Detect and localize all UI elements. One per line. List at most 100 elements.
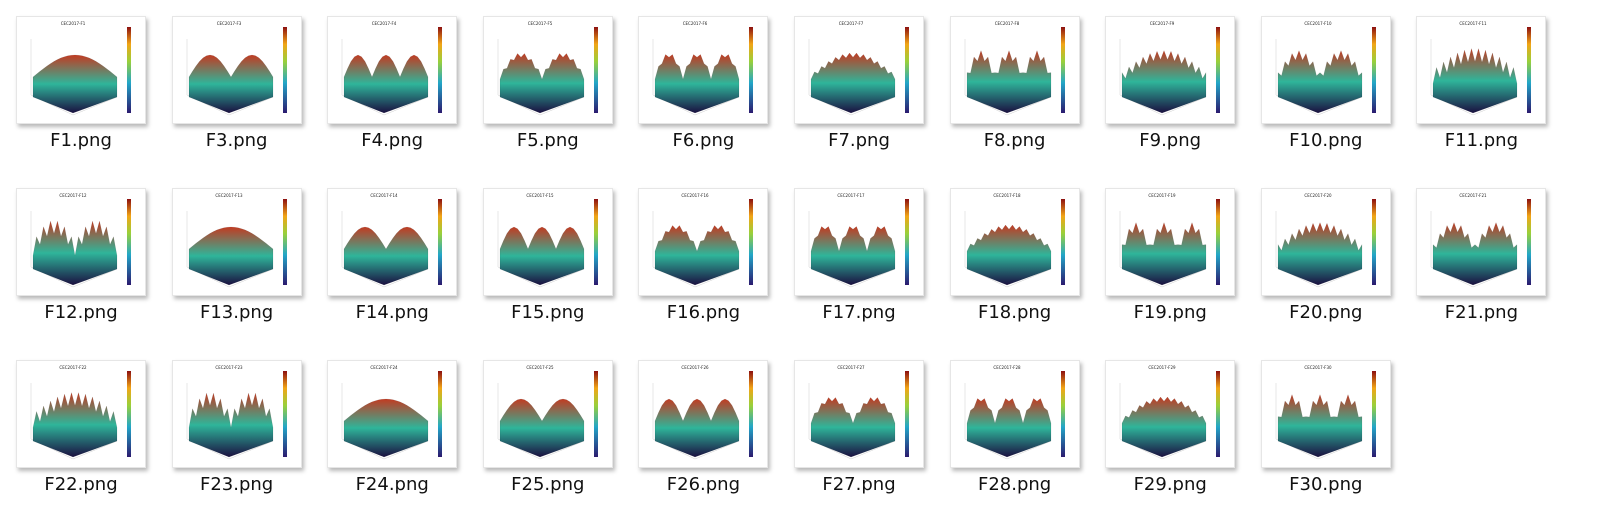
image-thumbnail[interactable]: CEC2017-F7 bbox=[794, 16, 924, 124]
image-thumbnail[interactable]: CEC2017-F9 bbox=[1105, 16, 1236, 124]
image-thumbnail[interactable]: CEC2017-F21 bbox=[1416, 188, 1547, 296]
image-thumbnail[interactable]: CEC2017-F15 bbox=[482, 188, 613, 296]
file-item[interactable]: CEC2017-F26 F26.png bbox=[624, 346, 774, 511]
image-file-icon: CEC2017-F4 bbox=[341, 21, 443, 116]
file-item[interactable]: CEC2017-F10 F10.png bbox=[1247, 2, 1397, 167]
image-file-icon: CEC2017-F9 bbox=[1119, 21, 1221, 116]
file-item[interactable]: CEC2017-F21 F21.png bbox=[1402, 174, 1552, 339]
file-item[interactable]: CEC2017-F1 F1.png bbox=[2, 2, 152, 167]
image-thumbnail[interactable]: CEC2017-F28 bbox=[949, 360, 1080, 468]
thumbnail-title: CEC2017-F25 bbox=[526, 365, 554, 370]
file-item[interactable]: CEC2017-F14 F14.png bbox=[313, 174, 463, 339]
surface-plot bbox=[966, 50, 1051, 114]
image-thumbnail[interactable]: CEC2017-F17 bbox=[794, 188, 924, 296]
file-item[interactable]: CEC2017-F19 F19.png bbox=[1091, 174, 1241, 339]
image-thumbnail[interactable]: CEC2017-F19 bbox=[1105, 188, 1236, 296]
image-file-icon: CEC2017-F11 bbox=[1431, 21, 1532, 116]
image-thumbnail[interactable]: CEC2017-F8 bbox=[949, 16, 1080, 124]
image-thumbnail[interactable]: CEC2017-F24 bbox=[327, 360, 458, 468]
image-thumbnail[interactable]: CEC2017-F14 bbox=[327, 188, 458, 296]
file-name: F24.png bbox=[355, 474, 429, 495]
surface-plot bbox=[344, 226, 429, 286]
image-thumbnail[interactable]: CEC2017-F4 bbox=[327, 16, 458, 124]
image-file-icon: CEC2017-F10 bbox=[1275, 21, 1376, 116]
file-item[interactable]: CEC2017-F25 F25.png bbox=[469, 346, 619, 511]
thumbnail-title: CEC2017-F7 bbox=[839, 21, 864, 26]
image-file-icon: CEC2017-F27 bbox=[808, 365, 909, 460]
image-thumbnail[interactable]: CEC2017-F29 bbox=[1105, 360, 1236, 468]
colorbar bbox=[593, 199, 598, 285]
image-thumbnail[interactable]: CEC2017-F26 bbox=[638, 360, 769, 468]
image-file-icon: CEC2017-F17 bbox=[808, 193, 909, 288]
image-thumbnail[interactable]: CEC2017-F18 bbox=[949, 188, 1080, 296]
colorbar bbox=[1216, 371, 1221, 457]
colorbar bbox=[593, 27, 598, 113]
image-thumbnail[interactable]: CEC2017-F1 bbox=[16, 16, 146, 124]
file-item[interactable]: CEC2017-F16 F16.png bbox=[624, 174, 774, 339]
file-item[interactable]: CEC2017-F18 F18.png bbox=[936, 174, 1086, 339]
file-item[interactable]: CEC2017-F17 F17.png bbox=[780, 174, 930, 339]
file-item[interactable]: CEC2017-F4 F4.png bbox=[313, 2, 463, 167]
image-thumbnail[interactable]: CEC2017-F6 bbox=[638, 16, 769, 124]
thumbnail-title: CEC2017-F30 bbox=[1304, 365, 1332, 370]
file-item[interactable]: CEC2017-F24 F24.png bbox=[313, 346, 463, 511]
file-name: F19.png bbox=[1133, 302, 1207, 323]
file-name: F5.png bbox=[516, 130, 579, 151]
surface-plot bbox=[188, 393, 273, 458]
surface-plot bbox=[32, 221, 118, 286]
thumbnail-title: CEC2017-F6 bbox=[683, 21, 708, 26]
image-thumbnail[interactable]: CEC2017-F16 bbox=[638, 188, 769, 296]
image-thumbnail[interactable]: CEC2017-F3 bbox=[171, 16, 302, 124]
colorbar bbox=[282, 199, 287, 285]
file-item[interactable]: CEC2017-F5 F5.png bbox=[469, 2, 619, 167]
file-item[interactable]: CEC2017-F8 F8.png bbox=[936, 2, 1086, 167]
image-thumbnail[interactable]: CEC2017-F11 bbox=[1416, 16, 1547, 124]
colorbar bbox=[749, 371, 754, 457]
surface-plot bbox=[1433, 222, 1518, 286]
colorbar bbox=[438, 371, 443, 457]
file-item[interactable]: CEC2017-F3 F3.png bbox=[158, 2, 308, 167]
surface-plot bbox=[1122, 222, 1207, 286]
thumbnail-title: CEC2017-F3 bbox=[216, 21, 241, 26]
thumbnail-title: CEC2017-F13 bbox=[215, 193, 243, 198]
file-name: F26.png bbox=[666, 474, 741, 495]
file-item[interactable]: CEC2017-F28 F28.png bbox=[936, 346, 1086, 511]
image-thumbnail[interactable]: CEC2017-F30 bbox=[1260, 360, 1391, 468]
file-name: F25.png bbox=[511, 474, 585, 495]
file-item[interactable]: CEC2017-F30 F30.png bbox=[1247, 346, 1397, 511]
image-thumbnail[interactable]: CEC2017-F25 bbox=[482, 360, 613, 468]
file-item[interactable]: CEC2017-F20 F20.png bbox=[1247, 174, 1397, 339]
thumbnail-title: CEC2017-F29 bbox=[1149, 365, 1177, 370]
file-item[interactable]: CEC2017-F22 F22.png bbox=[2, 346, 152, 511]
surface-plot bbox=[966, 224, 1051, 286]
file-item[interactable]: CEC2017-F29 F29.png bbox=[1091, 346, 1241, 511]
colorbar bbox=[1060, 371, 1065, 457]
file-item[interactable]: CEC2017-F9 F9.png bbox=[1091, 2, 1241, 167]
surface-plot bbox=[1433, 48, 1518, 114]
file-item[interactable]: CEC2017-F11 F11.png bbox=[1402, 2, 1552, 167]
image-thumbnail[interactable]: CEC2017-F20 bbox=[1260, 188, 1391, 296]
file-item[interactable]: CEC2017-F6 F6.png bbox=[624, 2, 774, 167]
file-item[interactable]: CEC2017-F12 F12.png bbox=[2, 174, 152, 339]
file-name: F17.png bbox=[822, 302, 896, 323]
file-item[interactable]: CEC2017-F15 F15.png bbox=[469, 174, 619, 339]
file-item[interactable]: CEC2017-F23 F23.png bbox=[158, 346, 308, 511]
colorbar bbox=[438, 199, 443, 285]
colorbar bbox=[1527, 199, 1532, 285]
image-file-icon: CEC2017-F14 bbox=[341, 193, 443, 288]
file-item[interactable]: CEC2017-F7 F7.png bbox=[780, 2, 930, 167]
file-name: F30.png bbox=[1289, 474, 1363, 495]
image-thumbnail[interactable]: CEC2017-F22 bbox=[16, 360, 146, 468]
file-name: F23.png bbox=[199, 474, 274, 495]
thumbnail-title: CEC2017-F28 bbox=[993, 365, 1021, 370]
image-file-icon: CEC2017-F1 bbox=[30, 21, 131, 116]
image-thumbnail[interactable]: CEC2017-F23 bbox=[171, 360, 302, 468]
image-file-icon: CEC2017-F29 bbox=[1119, 365, 1221, 460]
image-thumbnail[interactable]: CEC2017-F27 bbox=[794, 360, 924, 468]
image-thumbnail[interactable]: CEC2017-F13 bbox=[171, 188, 302, 296]
image-thumbnail[interactable]: CEC2017-F5 bbox=[482, 16, 613, 124]
file-item[interactable]: CEC2017-F13 F13.png bbox=[158, 174, 308, 339]
image-thumbnail[interactable]: CEC2017-F12 bbox=[16, 188, 146, 296]
image-thumbnail[interactable]: CEC2017-F10 bbox=[1260, 16, 1391, 124]
file-item[interactable]: CEC2017-F27 F27.png bbox=[780, 346, 930, 511]
